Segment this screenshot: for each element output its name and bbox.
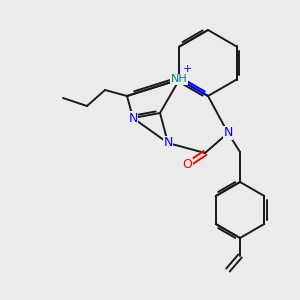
Text: +: + [183, 64, 192, 74]
Text: N: N [128, 112, 138, 124]
Text: N: N [223, 127, 233, 140]
Text: N: N [163, 136, 173, 149]
Text: O: O [182, 158, 192, 172]
Text: NH: NH [171, 74, 188, 85]
